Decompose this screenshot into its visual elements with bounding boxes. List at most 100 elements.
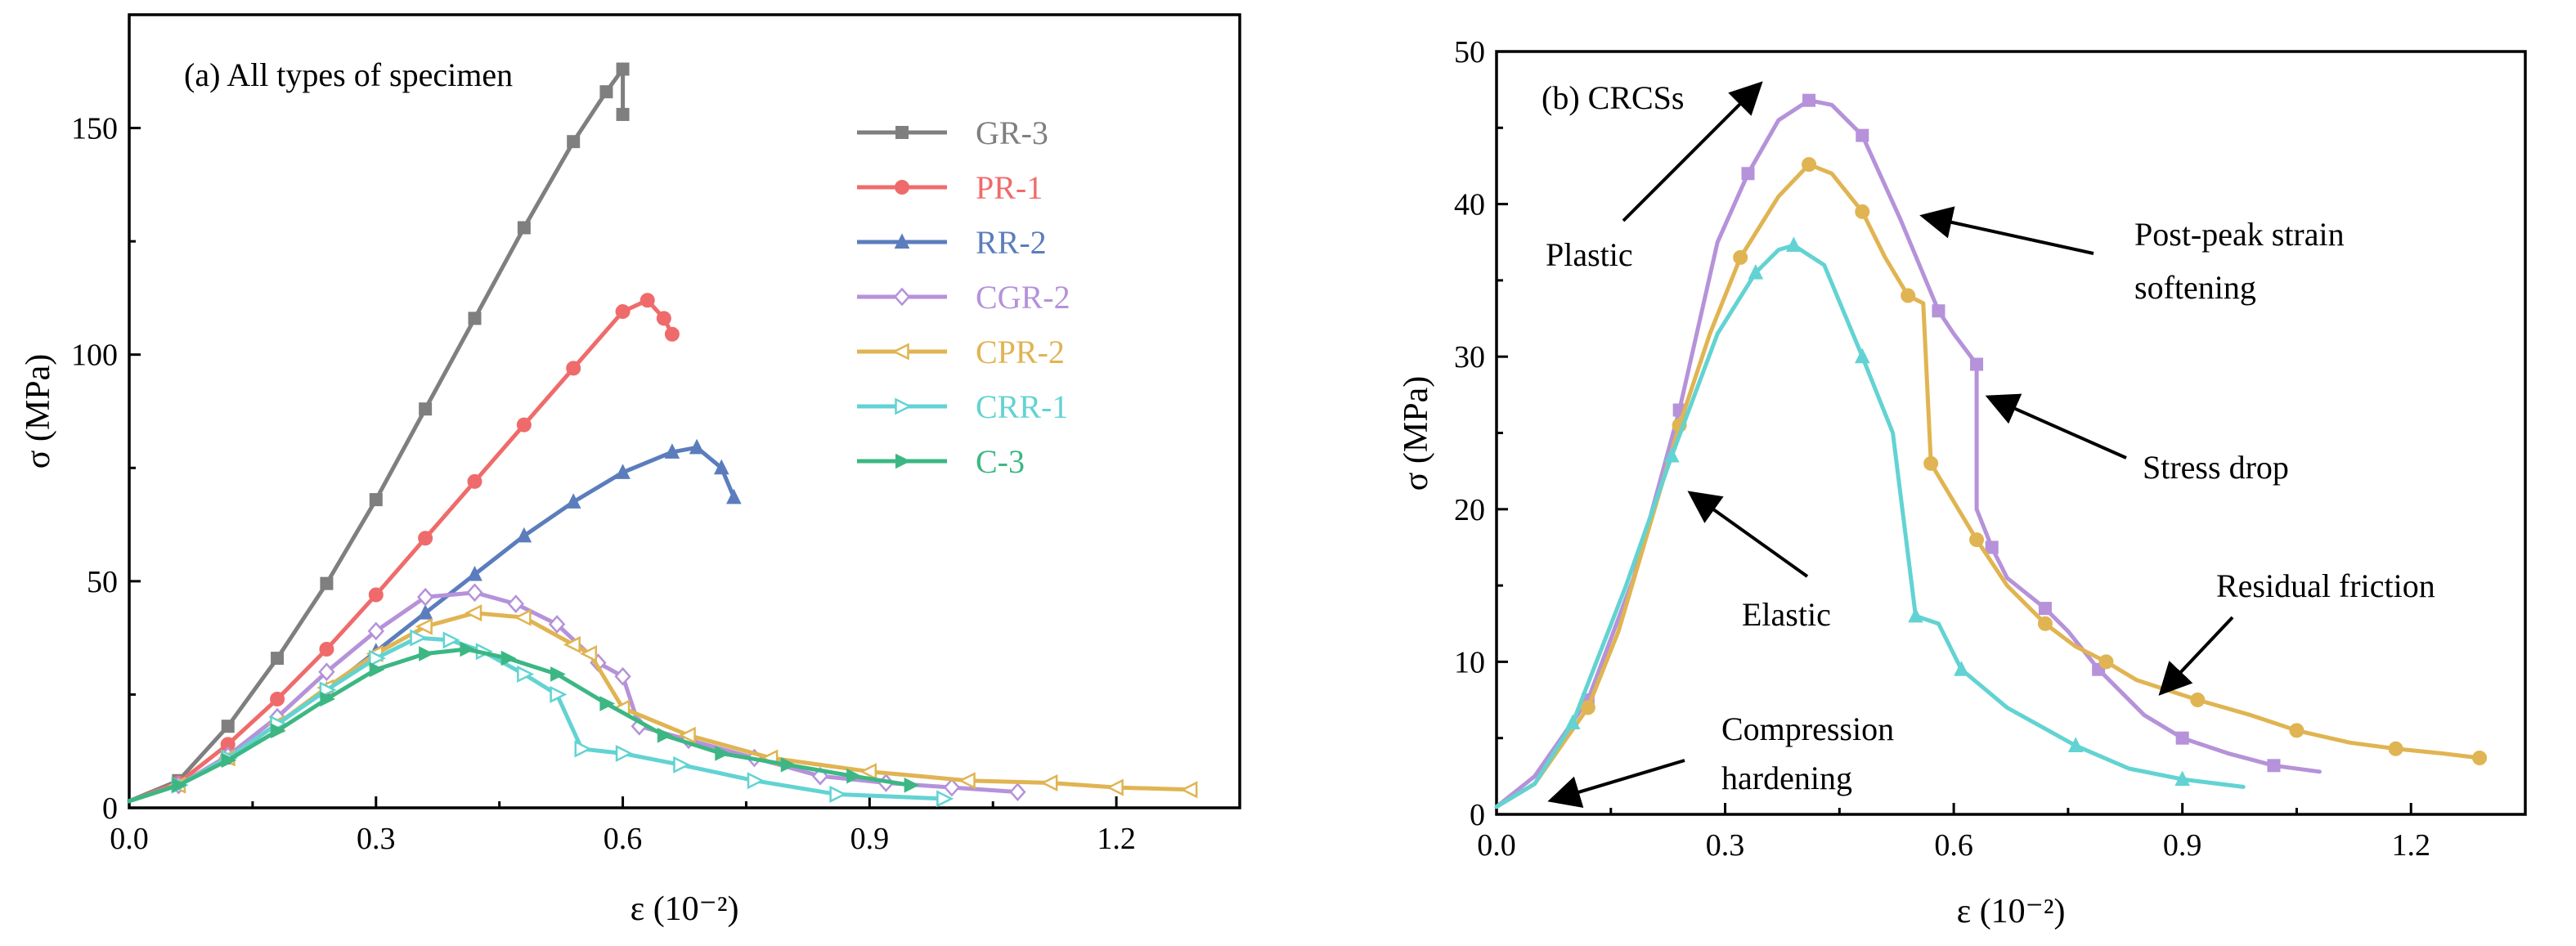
data-point-series-1-b: [1856, 128, 1869, 142]
data-point-crr-1-a: [673, 755, 691, 773]
data-point-crr-1-a: [410, 629, 428, 647]
data-point-cpr-2-a: [958, 772, 976, 790]
y-tick-label: 10: [1454, 645, 1485, 679]
annotation-plastic: Plastic: [1546, 236, 1633, 273]
data-point-rr-2-a: [467, 565, 482, 581]
y-tick-label: 0: [1470, 798, 1485, 832]
y-tick-label: 50: [1454, 35, 1485, 69]
data-point-series-3-b: [1786, 236, 1802, 252]
data-point-gr-3-a: [221, 720, 235, 733]
legend-marker: [895, 126, 909, 139]
data-point-crr-1-a: [369, 649, 387, 667]
data-point-series-3-b: [1908, 607, 1923, 623]
panel-a: (a) All types of specimen ε (10⁻²) σ (MP…: [20, 13, 1241, 928]
plot-frame-a: [128, 13, 1241, 809]
legend-item-pr-1: PR-1: [857, 169, 1043, 206]
annotations-b: Plastic Post-peak strain softening Stres…: [1546, 81, 2435, 808]
data-point-cgr-2-a: [614, 666, 631, 686]
data-point-cgr-2-a: [548, 615, 566, 634]
x-tick-label: 0.3: [1706, 828, 1745, 863]
legend-label: C-3: [976, 443, 1025, 480]
data-point-c-3-a: [320, 691, 336, 707]
x-axis-title-a: ε (10⁻²): [631, 890, 739, 928]
x-tick-label: 1.2: [1097, 822, 1136, 856]
annotation-elastic-arrow: [1687, 491, 1809, 578]
x-axis-title-b: ε (10⁻²): [1957, 893, 2066, 930]
legend-item-cpr-2: CPR-2: [857, 334, 1065, 370]
data-point-cpr-2-a: [1180, 781, 1198, 799]
annotation-elastic: Elastic: [1742, 596, 1831, 633]
data-point-pr-1-a: [467, 473, 482, 489]
annotation-softening: softening: [2134, 269, 2256, 306]
data-point-gr-3-a: [616, 107, 630, 121]
x-tick-label: 0.9: [2163, 828, 2202, 863]
data-point-rr-2-a: [713, 459, 729, 475]
data-point-series-2-b: [2472, 750, 2488, 765]
data-point-series-2-b: [2190, 693, 2206, 708]
legend-marker: [891, 343, 909, 361]
data-point-series-2-b: [1580, 700, 1595, 715]
data-point-c-3-a: [846, 768, 862, 784]
annotation-hardening: hardening: [1721, 760, 1852, 796]
x-tick-label: 0.6: [604, 822, 643, 856]
data-point-gr-3-a: [320, 576, 334, 590]
data-point-series-2-b: [2388, 741, 2403, 756]
data-point-gr-3-a: [468, 312, 482, 325]
legend-marker: [895, 453, 911, 469]
series-pr-1-a: [127, 293, 680, 804]
data-point-pr-1-a: [664, 326, 680, 342]
data-point-series-2-b: [2098, 654, 2114, 670]
series-line-c-3-a: [127, 647, 913, 804]
x-tick-label: 0.0: [110, 822, 149, 856]
data-point-series-1-b: [2175, 731, 2189, 745]
legend-label: CRR-1: [976, 388, 1068, 425]
data-point-cgr-2-a: [367, 621, 384, 641]
legend-item-crr-1: CRR-1: [857, 388, 1068, 425]
data-point-c-3-a: [369, 661, 385, 678]
series-gr-3-a: [127, 62, 630, 804]
series-line-cgr-2-a: [127, 590, 1020, 804]
annotation-plastic-arrow: [1622, 81, 1763, 222]
data-point-crr-1-a: [442, 631, 460, 649]
legend-label: PR-1: [976, 169, 1043, 206]
series-series-3-b: [1494, 236, 2246, 809]
data-point-crr-1-a: [550, 685, 568, 703]
data-point-cpr-2-a: [464, 604, 482, 622]
data-point-crr-1-a: [747, 772, 765, 790]
data-point-gr-3-a: [369, 493, 383, 507]
data-point-crr-1-a: [615, 744, 633, 763]
data-point-series-3-b: [2174, 770, 2190, 787]
data-point-c-3-a: [221, 752, 237, 769]
data-point-gr-3-a: [271, 652, 285, 666]
data-point-gr-3-a: [616, 62, 630, 76]
data-point-series-2-b: [2037, 616, 2053, 631]
x-tick-label: 0.0: [1477, 828, 1516, 863]
annotation-stress-drop: Stress drop: [2143, 449, 2289, 486]
x-tick-label: 1.2: [2391, 828, 2430, 863]
y-tick-label: 100: [71, 338, 118, 373]
data-point-c-3-a: [500, 650, 517, 666]
data-point-rr-2-a: [417, 604, 433, 620]
data-point-pr-1-a: [516, 417, 532, 433]
data-point-c-3-a: [657, 728, 673, 743]
legend-label: CGR-2: [976, 279, 1070, 316]
y-axis-title-a: σ (MPa): [20, 354, 57, 469]
panel-label-b: (b) CRCSs: [1542, 79, 1685, 116]
data-point-pr-1-a: [319, 642, 334, 657]
series-line-series-1-b: [1494, 98, 2322, 809]
series-series-2-b: [1494, 157, 2488, 809]
series-group-b: [1494, 93, 2488, 809]
annotation-post-peak-arrow: [1919, 206, 2094, 255]
series-line-pr-1-a: [127, 298, 675, 804]
data-point-cpr-2-a: [415, 617, 433, 635]
y-tick-label: 20: [1454, 493, 1485, 527]
series-group-a: [127, 62, 1198, 808]
data-point-pr-1-a: [368, 587, 384, 603]
data-point-rr-2-a: [726, 488, 742, 504]
data-point-gr-3-a: [599, 85, 613, 99]
data-point-rr-2-a: [615, 464, 631, 479]
data-point-cgr-2-a: [416, 587, 434, 607]
data-point-gr-3-a: [419, 402, 433, 416]
legend-marker: [895, 180, 909, 195]
